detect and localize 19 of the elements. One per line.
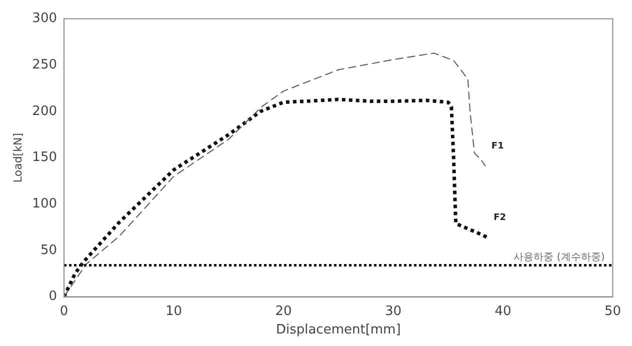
x-tick-label: 40 — [494, 304, 512, 319]
x-tick-label: 0 — [60, 304, 68, 319]
x-tick-label: 10 — [165, 304, 182, 319]
x-tick-label: 20 — [275, 304, 292, 319]
y-tick-label: 100 — [32, 196, 58, 212]
x-axis-title: Displacement[mm] — [276, 322, 401, 338]
y-tick-label: 300 — [32, 11, 58, 26]
ref-line-label: 사용하중 (계수하중) — [514, 252, 605, 263]
y-tick-label: 50 — [40, 242, 58, 258]
x-tick-label: 50 — [604, 304, 621, 319]
series-label: F1 — [491, 141, 504, 152]
line-series — [64, 52, 486, 297]
y-axis-title: Load[kN] — [11, 133, 24, 183]
x-tick-label: 30 — [384, 304, 402, 319]
y-tick-label: 150 — [32, 150, 58, 166]
series-label: F2 — [494, 212, 506, 223]
y-tick-label: 250 — [32, 58, 58, 73]
y-tick-label: 0 — [48, 289, 58, 304]
y-tick-label: 200 — [32, 104, 58, 119]
